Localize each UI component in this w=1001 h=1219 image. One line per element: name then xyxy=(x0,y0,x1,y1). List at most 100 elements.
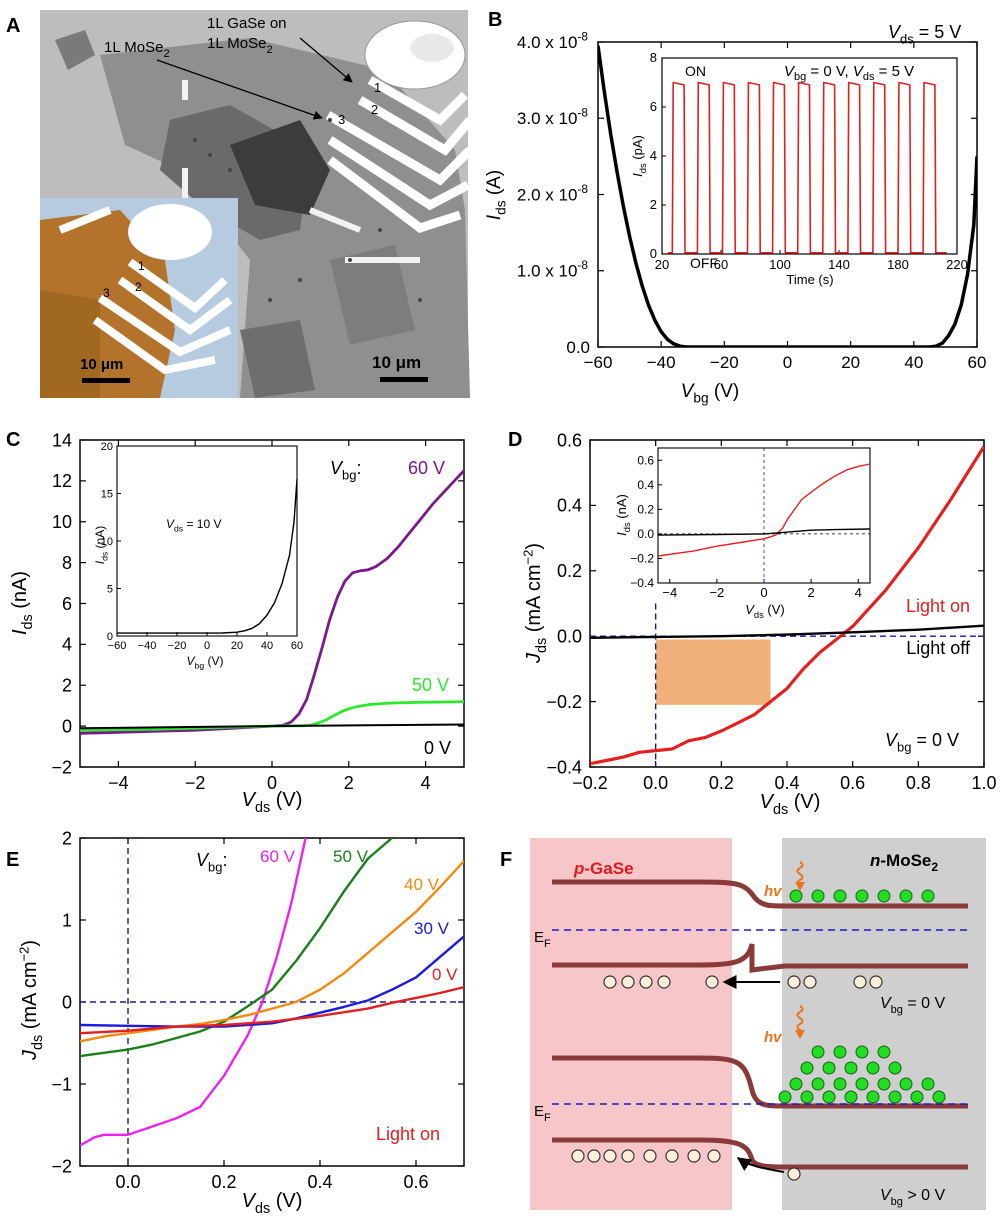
e-legend-60v: 60 V xyxy=(260,847,296,866)
d-y-axis-label-unit: (mA cm xyxy=(523,564,545,637)
photon-arrowhead-bottom xyxy=(795,1030,805,1039)
label-gase-line1: 1L GaSe on xyxy=(207,15,287,32)
d-inset-x-label: Vds (V) xyxy=(745,602,785,620)
panel-letter: B xyxy=(488,9,502,31)
d-inset-x-tick-label: −2 xyxy=(709,585,724,600)
c-vbg-label-sub: bg xyxy=(342,467,356,482)
panel-letter: D xyxy=(508,429,522,451)
b-y-tick-exp: -8 xyxy=(577,29,588,43)
b-inset-off-label: OFF xyxy=(690,255,718,271)
main-scale-label: 10 μm xyxy=(372,353,421,372)
d-inset-y-tick-label: −0.4 xyxy=(630,576,654,590)
d-y-axis-label-sub: ds xyxy=(534,638,550,653)
d-light-off-label: Light off xyxy=(906,638,971,658)
c-x-axis-label-main: V xyxy=(242,789,257,811)
arrow-mose xyxy=(156,59,323,120)
c-legend-0v: 0 V xyxy=(424,738,451,758)
c-y-tick-label: −2 xyxy=(51,757,72,777)
c-x-tick-label: −2 xyxy=(185,773,206,793)
inset-scale-bar xyxy=(82,378,130,383)
b-inset-x-label: Time (s) xyxy=(786,272,833,287)
b-inset-on-label: ON xyxy=(685,63,706,79)
d-inset-x-tick-label: 4 xyxy=(855,585,862,600)
b-x-axis-label-unit: (V) xyxy=(709,381,740,402)
d-y-axis-label: Jds (mA cm−2) xyxy=(520,543,550,664)
b-y-tick-exp: -8 xyxy=(577,182,588,196)
e-series-60v xyxy=(80,838,307,1147)
d-inset-x-label-sub: ds xyxy=(754,610,764,620)
b-inset-y-label-unit: (pA) xyxy=(630,135,645,163)
c-inset-x-tick-label: 60 xyxy=(291,640,303,652)
inset-number-1: 1 xyxy=(138,259,145,273)
b-inset-condition-part: = 5 V xyxy=(874,63,914,80)
holes-top xyxy=(603,975,883,989)
d-condition-label-main: V xyxy=(885,730,899,750)
d-x-axis-label: Vds (V) xyxy=(760,791,821,818)
holes-bottom xyxy=(571,1149,801,1181)
d-inset-y-label-sub: ds xyxy=(622,522,632,532)
d-condition-label-sub: bg xyxy=(897,739,911,754)
d-x-tick-label: 0.2 xyxy=(709,773,734,793)
d-condition-label: Vbg = 0 V xyxy=(885,730,959,754)
e-y-axis-label-unit: (mA cm xyxy=(19,961,41,1034)
c-inset-y-label: Ids (nA) xyxy=(93,526,110,564)
b-y-tick-exp: -8 xyxy=(577,106,588,120)
c-y-axis-label-main: I xyxy=(9,629,31,635)
hole-transfer-arrow-bottom xyxy=(736,1157,785,1173)
e-y-tick-label: 2 xyxy=(62,828,72,848)
b-inset-y-label-sub: ds xyxy=(638,163,648,173)
b-annotation: Vds = 5 V xyxy=(888,22,961,46)
b-annotation-main: V xyxy=(888,22,902,42)
b-inset-condition: Vbg = 0 V, Vds = 5 V xyxy=(784,63,914,83)
e-y-tick-label: −2 xyxy=(51,1156,72,1176)
d-inset-y-label-main: I xyxy=(614,532,629,536)
e-x-tick-label: 0.2 xyxy=(211,1172,236,1192)
flake-bottom xyxy=(240,320,315,398)
d-inset-y-tick-label: 0.2 xyxy=(637,502,654,516)
d-x-tick-label: 1.0 xyxy=(971,773,996,793)
d-inset-x-tick-label: 2 xyxy=(807,585,814,600)
e-legend-50v: 50 V xyxy=(333,847,369,866)
e-series-0v xyxy=(80,986,464,1035)
d-inset-x-tick-label: 0 xyxy=(760,585,767,600)
electrode-number-3: 3 xyxy=(338,112,345,127)
b-y-tick-mantissa: 4.0 x 10 xyxy=(517,33,578,52)
d-x-tick-label: 0.8 xyxy=(906,773,931,793)
c-inset-condition-main: V xyxy=(166,517,175,531)
b-inset-x-tick-label: 100 xyxy=(769,257,791,272)
c-x-tick-label: 2 xyxy=(344,773,354,793)
d-y-axis-label-exp: −2 xyxy=(520,550,535,565)
c-vbg-label-unit: : xyxy=(356,458,361,478)
c-y-tick-label: 2 xyxy=(62,676,72,696)
e-y-axis-label-main: J xyxy=(19,1049,41,1061)
e-series-40v xyxy=(80,860,464,1043)
c-inset-x-tick-label: 20 xyxy=(231,640,243,652)
b-y-axis-label: Ids (A) xyxy=(484,170,509,220)
d-series-light-on xyxy=(590,445,984,766)
c-inset-condition-sub: ds xyxy=(174,524,183,534)
c-y-tick-label: 14 xyxy=(52,430,72,450)
b-y-axis-label-main: I xyxy=(484,214,505,220)
inset-fingers xyxy=(58,206,233,375)
c-vbg-label-main: V xyxy=(330,458,344,478)
outer-leads xyxy=(182,80,420,263)
b-y-tick-label: 4.0 x 10-8 xyxy=(517,29,588,52)
panel-d-chart: D−0.2 0.0 0.2 0.4 0.6 0.8 1.0−0.4−0.20.00.20.4… xyxy=(508,429,997,818)
d-y-axis-label-close: ) xyxy=(523,543,545,550)
label-gase-line2: 1L MoSe2 xyxy=(207,35,273,56)
d-inset-y-tick-label: 0.0 xyxy=(637,527,654,541)
d-x-axis-label-sub: ds xyxy=(773,802,788,818)
b-inset-y-label-main: I xyxy=(630,173,645,177)
d-x-tick-label: 0.6 xyxy=(840,773,865,793)
b-annotation-sub: ds xyxy=(900,31,914,46)
d-x-tick-label: 0.0 xyxy=(643,773,668,793)
c-inset-x-label-main: V xyxy=(187,654,196,668)
c-inset-y-tick-label: 10 xyxy=(101,536,113,548)
e-vbg-label: Vbg: xyxy=(196,850,227,874)
d-inset-y-tick-label: −0.2 xyxy=(630,551,654,565)
c-inset-x-tick-label: 0 xyxy=(204,640,210,652)
b-y-axis-label-sub: ds xyxy=(494,200,509,215)
e-light-on-label: Light on xyxy=(376,1124,440,1144)
